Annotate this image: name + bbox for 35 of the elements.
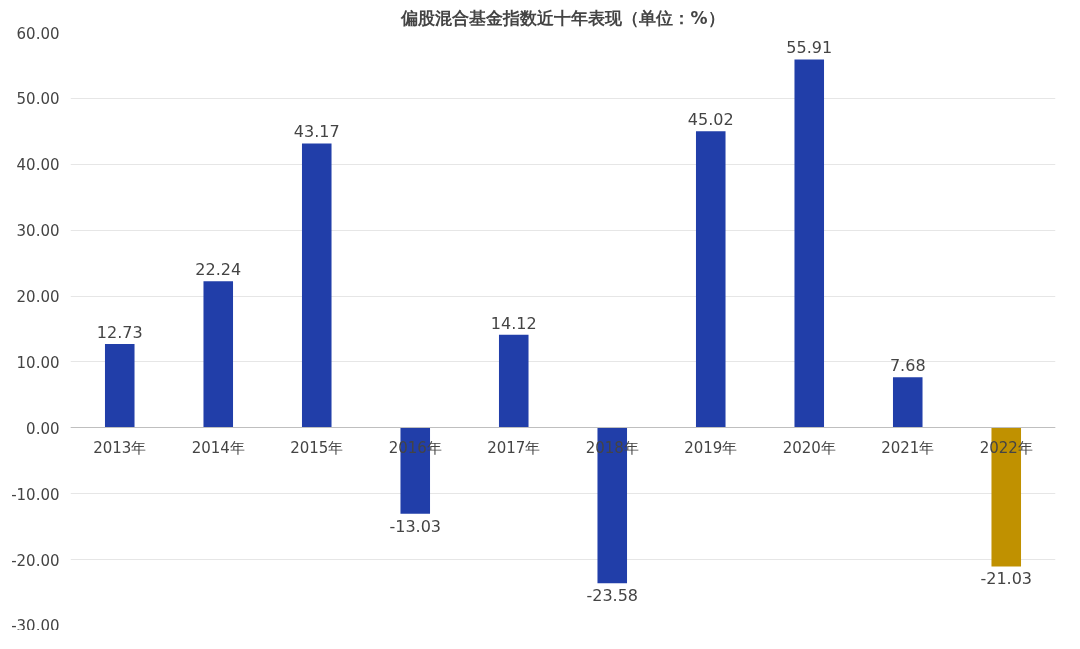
y-tick-label: 0.00 [26, 419, 60, 438]
data-label: -21.03 [980, 569, 1033, 589]
chart-title: 偏股混合基金指数近十年表现（单位：%） [400, 7, 725, 28]
data-label: 12.73 [96, 322, 143, 342]
bar [892, 377, 923, 428]
bar [301, 143, 332, 428]
y-tick-label: -30.00 [11, 616, 60, 635]
y-tick-label: 50.00 [16, 90, 60, 109]
x-tick-label: 2020年 [782, 438, 836, 457]
y-tick-label: 30.00 [16, 222, 60, 241]
x-tick-label: 2014年 [191, 438, 245, 457]
data-label: -23.58 [586, 586, 639, 606]
x-tick-label: 2019年 [684, 438, 738, 457]
bar [498, 334, 529, 428]
bar [794, 59, 825, 428]
x-tick-label: 2015年 [290, 438, 344, 457]
bar [695, 131, 726, 428]
data-label: 45.02 [687, 110, 734, 130]
bar [203, 281, 234, 428]
y-tick-label: -20.00 [11, 551, 60, 570]
y-tick-label: -10.00 [11, 485, 60, 504]
data-label: 14.12 [490, 313, 537, 333]
y-tick-label: 10.00 [16, 353, 60, 372]
y-tick-label: 60.00 [16, 24, 60, 43]
y-tick-label: 40.00 [16, 156, 60, 175]
data-label: 55.91 [786, 38, 833, 58]
bar [104, 343, 135, 428]
y-tick-label: 20.00 [16, 288, 60, 307]
data-label: -13.03 [389, 516, 442, 536]
x-tick-label: 2017年 [487, 438, 541, 457]
x-tick-label: 2021年 [881, 438, 935, 457]
x-tick-label: 2013年 [93, 438, 147, 457]
data-label: 7.68 [889, 356, 926, 376]
data-label: 22.24 [195, 260, 242, 280]
data-label: 43.17 [293, 122, 340, 142]
